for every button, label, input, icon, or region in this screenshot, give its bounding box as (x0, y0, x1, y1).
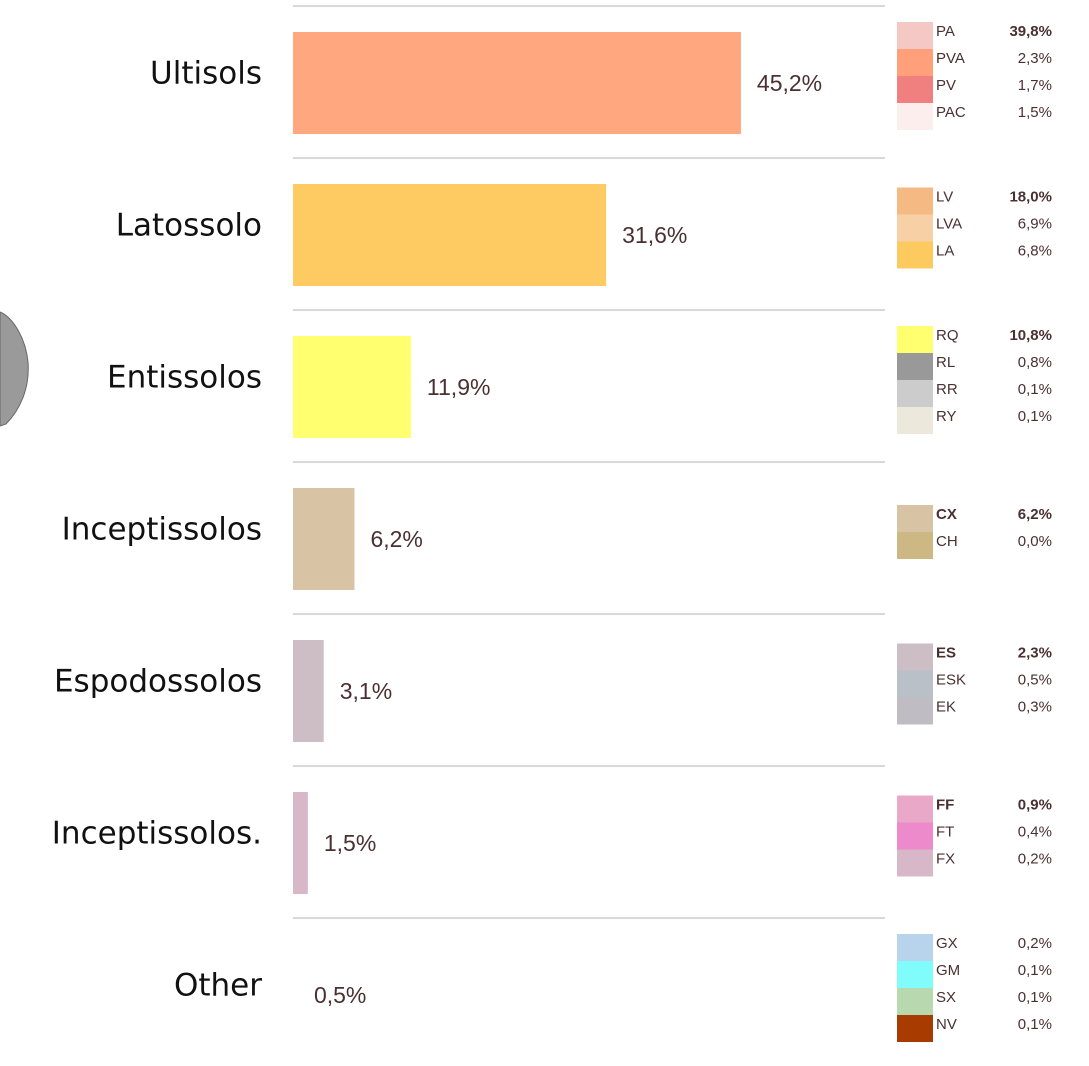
map-fragment (0, 311, 29, 427)
legend-swatch (897, 961, 933, 988)
legend-swatch (897, 103, 933, 130)
legend-code: GM (936, 962, 960, 979)
legend-code: ESK (936, 671, 966, 688)
legend-swatch (897, 670, 933, 698)
legend-swatch (897, 643, 933, 671)
legend-value: 0,1% (1018, 408, 1052, 425)
legend-swatch (897, 988, 933, 1015)
bar (293, 944, 298, 1046)
value-label: 1,5% (324, 830, 376, 856)
legend-code: PVA (936, 50, 965, 67)
bar (293, 792, 308, 894)
legend-swatch (897, 380, 933, 407)
category-label: Inceptissolos (62, 512, 262, 548)
legend-code: RQ (936, 327, 959, 344)
legend-value: 0,2% (1018, 935, 1052, 952)
legend-swatch (897, 532, 933, 559)
legend-value: 0,8% (1018, 354, 1052, 371)
legend-swatch (897, 241, 933, 269)
value-label: 0,5% (314, 982, 366, 1008)
bar (293, 184, 607, 286)
legend-value: 0,4% (1018, 823, 1052, 840)
bar (293, 488, 355, 590)
legend-code: SX (936, 989, 956, 1006)
legend-swatch (897, 214, 933, 242)
legend-value: 0,2% (1018, 850, 1052, 867)
legend-value: 0,1% (1018, 1016, 1052, 1033)
legend-value: 0,1% (1018, 381, 1052, 398)
legend-code: LA (936, 242, 954, 259)
legend-swatch (897, 407, 933, 434)
legend-code: PV (936, 77, 956, 94)
legend-value: 0,1% (1018, 989, 1052, 1006)
legend-code: RY (936, 408, 957, 425)
legend-value: 0,3% (1018, 698, 1052, 715)
legend-code: RL (936, 354, 955, 371)
legend-code: PA (936, 23, 955, 40)
legend-value: 6,9% (1018, 215, 1052, 232)
legend-swatch (897, 326, 933, 353)
category-label: Other (174, 968, 262, 1004)
legend-value: 1,7% (1018, 77, 1052, 94)
legend-value: 6,8% (1018, 242, 1052, 259)
legend-swatch (897, 505, 933, 532)
legend-value: 6,2% (1018, 506, 1052, 523)
legend-code: CH (936, 533, 958, 550)
legend-swatch (897, 1015, 933, 1042)
value-label: 11,9% (427, 374, 491, 400)
value-label: 31,6% (622, 222, 687, 248)
category-label: Entissolos (107, 360, 262, 396)
legend-code: FT (936, 823, 954, 840)
bar (293, 32, 741, 134)
category-label: Espodossolos (54, 664, 262, 700)
legend-code: ES (936, 644, 956, 661)
legend-swatch (897, 697, 933, 725)
legend-code: FF (936, 796, 954, 813)
legend-code: LVA (936, 215, 962, 232)
legend-code: LV (936, 188, 953, 205)
category-label: Ultisols (150, 56, 262, 92)
legend-value: 10,8% (1009, 327, 1052, 344)
legend-swatch (897, 22, 933, 49)
category-label: Inceptissolos. (52, 816, 262, 852)
legend-value: 0,9% (1018, 796, 1052, 813)
legend-code: RR (936, 381, 958, 398)
legend-swatch (897, 822, 933, 850)
category-label: Latossolo (116, 208, 262, 244)
value-label: 3,1% (340, 678, 392, 704)
legend-swatch (897, 49, 933, 76)
legend-value: 0,1% (1018, 962, 1052, 979)
legend-swatch (897, 187, 933, 215)
value-label: 6,2% (370, 526, 422, 552)
legend-swatch (897, 795, 933, 823)
legend-value: 2,3% (1018, 50, 1052, 67)
legend-value: 2,3% (1018, 644, 1052, 661)
bar (293, 336, 411, 438)
legend-swatch (897, 849, 933, 877)
legend-value: 0,5% (1018, 671, 1052, 688)
legend-code: PAC (936, 104, 966, 121)
legend-swatch (897, 76, 933, 103)
legend-value: 1,5% (1018, 104, 1052, 121)
legend-code: EK (936, 698, 956, 715)
legend-value: 0,0% (1018, 533, 1052, 550)
legend-code: GX (936, 935, 958, 952)
value-label: 45,2% (757, 70, 822, 96)
legend-swatch (897, 934, 933, 961)
legend-code: NV (936, 1016, 957, 1033)
legend-code: FX (936, 850, 955, 867)
legend-value: 18,0% (1009, 188, 1052, 205)
legend-swatch (897, 353, 933, 380)
bar (293, 640, 324, 742)
legend-value: 39,8% (1009, 23, 1052, 40)
legend-code: CX (936, 506, 957, 523)
